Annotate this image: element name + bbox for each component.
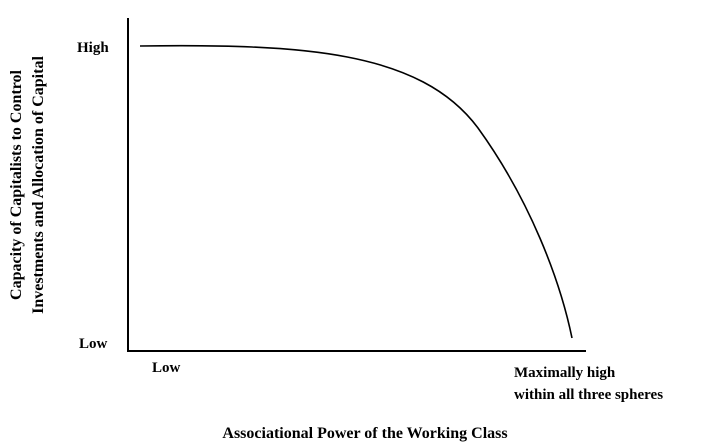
y-axis-title: Capacity of Capitalists to Control xyxy=(8,69,25,299)
x-axis-title: Associational Power of the Working Class xyxy=(222,425,507,442)
y-low-label: Low xyxy=(79,336,108,352)
x-high-label: Maximally high xyxy=(514,365,616,381)
curve xyxy=(139,44,573,339)
y-high-label: High xyxy=(77,40,109,56)
x-high-label: within all three spheres xyxy=(514,387,663,403)
y-axis-title: Investments and Allocation of Capital xyxy=(30,56,47,314)
x-low-label: Low xyxy=(152,360,181,376)
